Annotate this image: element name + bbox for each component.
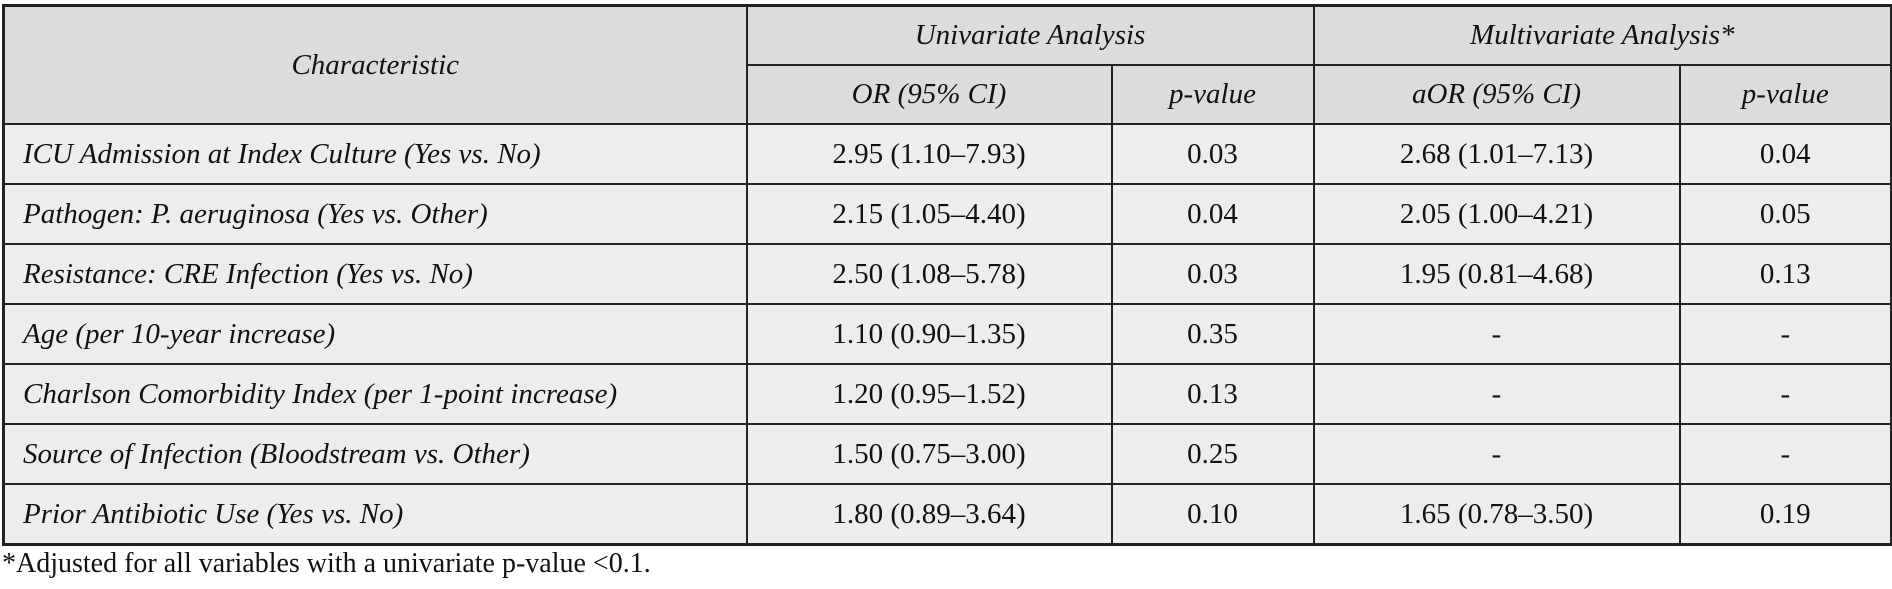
results-table: Characteristic Univariate Analysis Multi… bbox=[2, 4, 1892, 546]
table-body: ICU Admission at Index Culture (Yes vs. … bbox=[2, 123, 1892, 546]
table-header: Characteristic Univariate Analysis Multi… bbox=[2, 4, 1892, 125]
header-cell: Multivariate Analysis* bbox=[1312, 4, 1892, 66]
table-row: Prior Antibiotic Use (Yes vs. No) 1.80 (0… bbox=[2, 483, 1892, 546]
cell: 2.15 (1.05–4.40) bbox=[745, 183, 1113, 245]
cell: 0.25 bbox=[1110, 423, 1315, 485]
cell: 2.50 (1.08–5.78) bbox=[745, 243, 1113, 305]
header-cell: p-value bbox=[1678, 64, 1892, 125]
row-label: Charlson Comorbidity Index (per 1-point … bbox=[2, 363, 748, 425]
cell: 0.03 bbox=[1110, 243, 1315, 305]
header-cell: p-value bbox=[1110, 64, 1315, 125]
cell: 2.68 (1.01–7.13) bbox=[1312, 123, 1681, 185]
row-label: Source of Infection (Bloodstream vs. Oth… bbox=[2, 423, 748, 485]
cell: 0.05 bbox=[1678, 183, 1892, 245]
row-label: Prior Antibiotic Use (Yes vs. No) bbox=[2, 483, 748, 546]
cell: 1.10 (0.90–1.35) bbox=[745, 303, 1113, 365]
cell: 0.03 bbox=[1110, 123, 1315, 185]
table-row: ICU Admission at Index Culture (Yes vs. … bbox=[2, 123, 1892, 185]
header-cell: Characteristic bbox=[2, 4, 748, 125]
cell: 1.95 (0.81–4.68) bbox=[1312, 243, 1681, 305]
row-label: Resistance: CRE Infection (Yes vs. No) bbox=[2, 243, 748, 305]
cell: 0.10 bbox=[1110, 483, 1315, 546]
header-cell: aOR (95% CI) bbox=[1312, 64, 1681, 125]
table-row: Resistance: CRE Infection (Yes vs. No) 2.… bbox=[2, 243, 1892, 305]
cell: 0.04 bbox=[1110, 183, 1315, 245]
cell: - bbox=[1678, 303, 1892, 365]
cell: 2.95 (1.10–7.93) bbox=[745, 123, 1113, 185]
footnote: *Adjusted for all variables with a univa… bbox=[2, 548, 651, 579]
cell: 0.04 bbox=[1678, 123, 1892, 185]
cell: 0.13 bbox=[1678, 243, 1892, 305]
cell: 2.05 (1.00–4.21) bbox=[1312, 183, 1681, 245]
table-row: Age (per 10-year increase) 1.10 (0.90–1.3… bbox=[2, 303, 1892, 365]
cell: - bbox=[1678, 363, 1892, 425]
table-row: Charlson Comorbidity Index (per 1-point … bbox=[2, 363, 1892, 425]
cell: 1.50 (0.75–3.00) bbox=[745, 423, 1113, 485]
cell: 1.20 (0.95–1.52) bbox=[745, 363, 1113, 425]
cell: - bbox=[1678, 423, 1892, 485]
cell: 0.35 bbox=[1110, 303, 1315, 365]
row-label: ICU Admission at Index Culture (Yes vs. … bbox=[2, 123, 748, 185]
header-cell: Univariate Analysis bbox=[745, 4, 1315, 66]
cell: 0.13 bbox=[1110, 363, 1315, 425]
cell: - bbox=[1312, 363, 1681, 425]
cell: - bbox=[1312, 423, 1681, 485]
cell: 1.80 (0.89–3.64) bbox=[745, 483, 1113, 546]
row-label: Age (per 10-year increase) bbox=[2, 303, 748, 365]
table-row: Source of Infection (Bloodstream vs. Oth… bbox=[2, 423, 1892, 485]
row-label: Pathogen: P. aeruginosa (Yes vs. Other) bbox=[2, 183, 748, 245]
cell: 0.19 bbox=[1678, 483, 1892, 546]
cell: 1.65 (0.78–3.50) bbox=[1312, 483, 1681, 546]
cell: - bbox=[1312, 303, 1681, 365]
header-cell: OR (95% CI) bbox=[745, 64, 1113, 125]
table-row: Pathogen: P. aeruginosa (Yes vs. Other) 2… bbox=[2, 183, 1892, 245]
